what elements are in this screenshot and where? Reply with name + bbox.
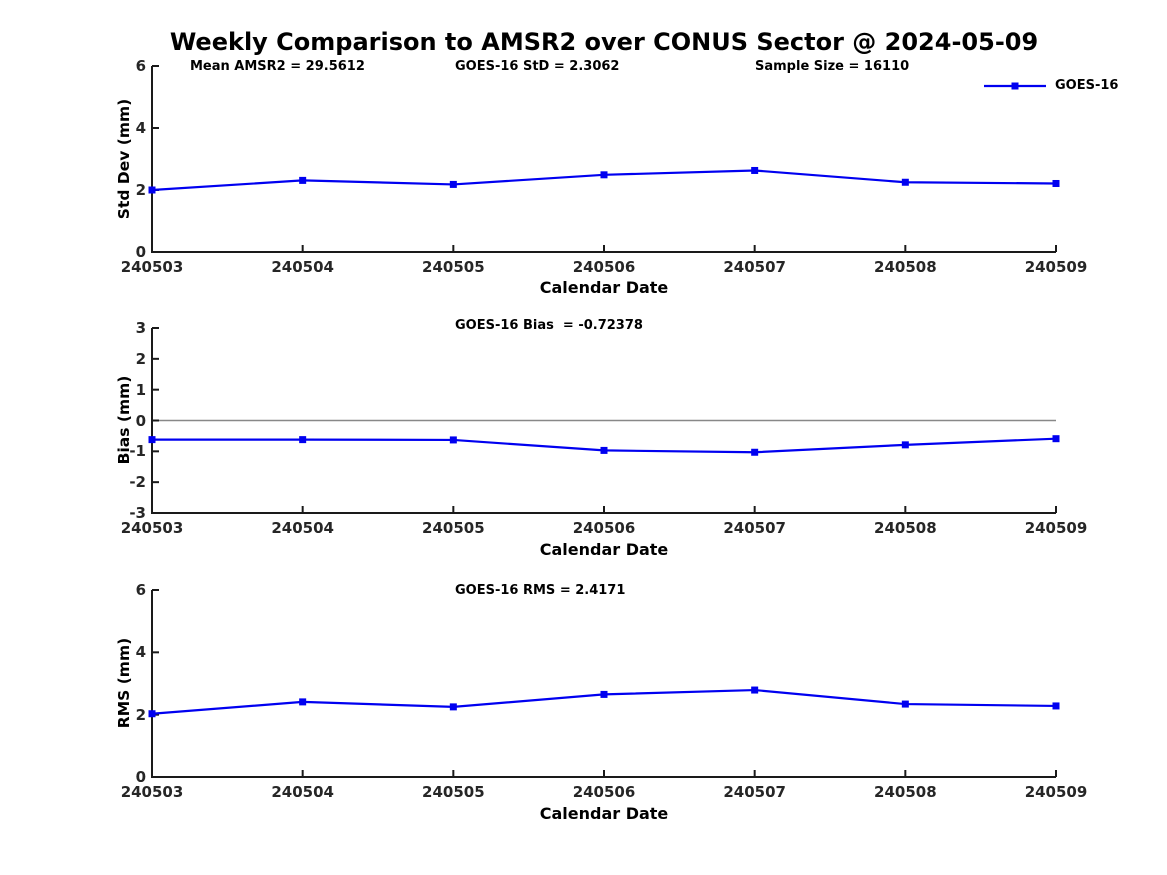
x-tick-label: 240509 xyxy=(1024,783,1088,801)
annotation-goes16-rms: GOES-16 RMS = 2.4171 xyxy=(455,583,626,598)
data-point-marker xyxy=(751,448,759,456)
data-point-marker xyxy=(148,186,156,194)
data-point-marker xyxy=(600,690,608,698)
legend-label: GOES-16 xyxy=(1055,78,1119,93)
data-point-marker xyxy=(901,700,909,708)
y-tick-label: 4 xyxy=(135,643,146,662)
x-tick-label: 240505 xyxy=(422,258,485,276)
legend-marker-sample xyxy=(1011,82,1019,90)
x-tick-label: 240507 xyxy=(723,519,786,537)
annotation-goes16-bias: GOES-16 Bias = -0.72378 xyxy=(455,318,643,333)
data-point-marker xyxy=(449,180,457,188)
annotation-sample-size: Sample Size = 16110 xyxy=(755,59,910,74)
data-point-marker xyxy=(1052,179,1060,187)
data-point-marker xyxy=(449,436,457,444)
y-tick-label: 6 xyxy=(135,57,146,75)
x-tick-label: 240507 xyxy=(723,783,786,801)
y-tick-label: 0 xyxy=(135,243,146,261)
data-point-marker xyxy=(901,178,909,186)
x-tick-label: 240507 xyxy=(723,258,786,276)
y-tick-label: 6 xyxy=(135,581,146,599)
y-tick-label: -1 xyxy=(129,442,146,461)
data-point-marker xyxy=(901,441,909,449)
x-tick-label: 240504 xyxy=(271,783,334,801)
figure-title: Weekly Comparison to AMSR2 over CONUS Se… xyxy=(169,28,1039,56)
y-tick-label: 2 xyxy=(135,181,146,199)
x-tick-label: 240509 xyxy=(1024,258,1088,276)
x-tick-label: 240503 xyxy=(120,519,184,537)
x-tick-label: 240503 xyxy=(120,258,184,276)
x-tick-label: 240506 xyxy=(572,783,636,801)
annotation-goes16-std: GOES-16 StD = 2.3062 xyxy=(455,59,620,74)
x-axis-label-rms: Calendar Date xyxy=(539,804,669,823)
y-tick-label: 1 xyxy=(135,380,146,399)
x-tick-label: 240504 xyxy=(271,519,334,537)
data-point-marker xyxy=(148,436,156,444)
x-tick-label: 240508 xyxy=(874,258,937,276)
data-point-marker xyxy=(449,703,457,711)
x-tick-label: 240503 xyxy=(120,783,184,801)
data-point-marker xyxy=(299,436,307,444)
x-tick-label: 240504 xyxy=(271,258,334,276)
y-tick-label: 2 xyxy=(135,349,146,368)
data-point-marker xyxy=(600,171,608,179)
x-tick-label: 240509 xyxy=(1024,519,1088,537)
data-point-marker xyxy=(751,686,759,694)
y-tick-label: -2 xyxy=(129,473,146,492)
data-point-marker xyxy=(299,698,307,706)
data-point-marker xyxy=(751,166,759,174)
x-tick-label: 240506 xyxy=(572,258,636,276)
axis-spines xyxy=(151,590,1056,778)
x-tick-label: 240508 xyxy=(874,783,937,801)
y-tick-label: 0 xyxy=(135,768,146,786)
data-point-marker xyxy=(1052,435,1060,443)
data-point-marker xyxy=(299,176,307,184)
x-tick-label: 240505 xyxy=(422,783,485,801)
x-axis-label-std-dev: Calendar Date xyxy=(539,278,669,297)
annotation-mean-amsr2: Mean AMSR2 = 29.5612 xyxy=(190,59,365,74)
y-tick-label: 3 xyxy=(135,319,146,337)
data-point-marker xyxy=(1052,702,1060,710)
y-tick-label: 2 xyxy=(135,705,146,724)
x-tick-label: 240508 xyxy=(874,519,937,537)
y-tick-label: 4 xyxy=(135,119,146,137)
x-axis-label-bias: Calendar Date xyxy=(539,540,669,559)
data-point-marker xyxy=(148,710,156,718)
data-point-marker xyxy=(600,446,608,454)
x-tick-label: 240506 xyxy=(572,519,636,537)
x-tick-label: 240505 xyxy=(422,519,485,537)
y-tick-label: -3 xyxy=(129,504,146,522)
y-tick-label: 0 xyxy=(135,411,146,430)
